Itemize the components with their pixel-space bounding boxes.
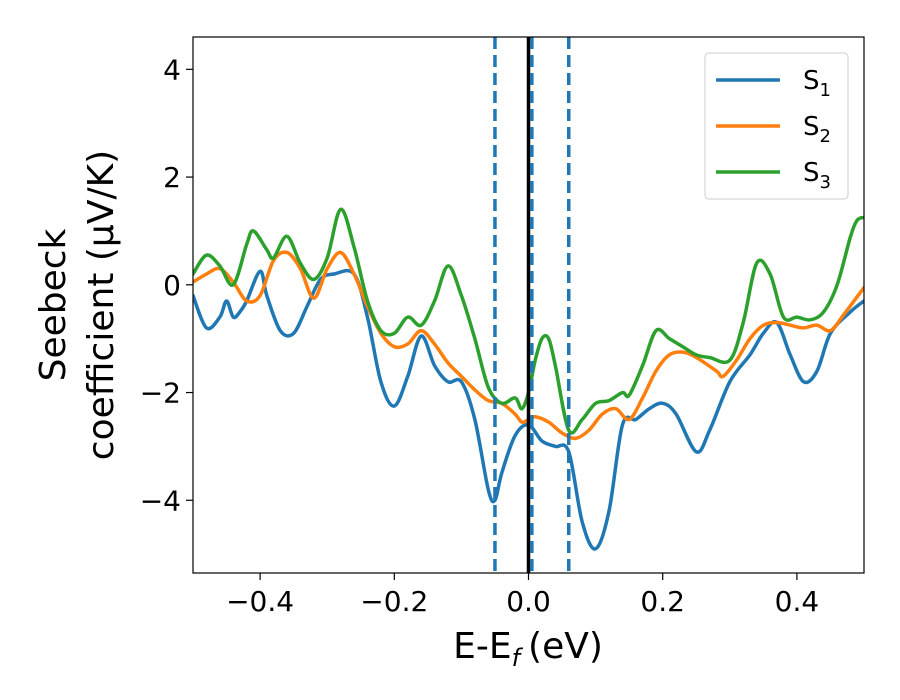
- legend: S1 S2 S3: [704, 52, 849, 200]
- series-line-s1: [193, 268, 864, 551]
- legend-label-s1: S1: [803, 66, 831, 101]
- x-axis-title-unit: (eV): [528, 626, 603, 667]
- series-line-s2: [193, 250, 864, 441]
- y-axis-title-line2: coefficient (μV/K): [81, 150, 122, 460]
- reference-lines-layer: [493, 37, 571, 573]
- x-tick-label: −0.2: [360, 585, 428, 618]
- y-tick-label: 0: [163, 269, 181, 302]
- series-layer: [193, 207, 864, 551]
- y-tick-label: −2: [140, 377, 181, 410]
- x-tick-label: 0.0: [506, 585, 551, 618]
- x-tick-label: −0.4: [226, 585, 294, 618]
- x-axis-title-subscript: f: [512, 644, 524, 672]
- x-axis-title-main: E-E: [453, 626, 511, 667]
- legend-label-s3: S3: [803, 158, 831, 193]
- y-axis-title-line1: Seebeck: [33, 228, 74, 381]
- y-tick-label: −4: [140, 484, 181, 517]
- y-tick-label: 2: [163, 161, 181, 194]
- legend-label-s2: S2: [803, 112, 831, 147]
- x-axis-title: E-Ef (eV): [453, 626, 603, 672]
- x-tick-label: 0.2: [640, 585, 685, 618]
- x-ticks: −0.4 −0.2 0.0 0.2 0.4: [226, 573, 819, 618]
- x-tick-label: 0.4: [775, 585, 820, 618]
- y-tick-label: 4: [163, 53, 181, 86]
- legend-items: S1 S2 S3: [716, 66, 831, 193]
- series-line-s3: [193, 207, 864, 435]
- y-axis-title: Seebeck coefficient (μV/K): [33, 150, 122, 460]
- y-ticks: −4 −2 0 2 4: [140, 53, 193, 517]
